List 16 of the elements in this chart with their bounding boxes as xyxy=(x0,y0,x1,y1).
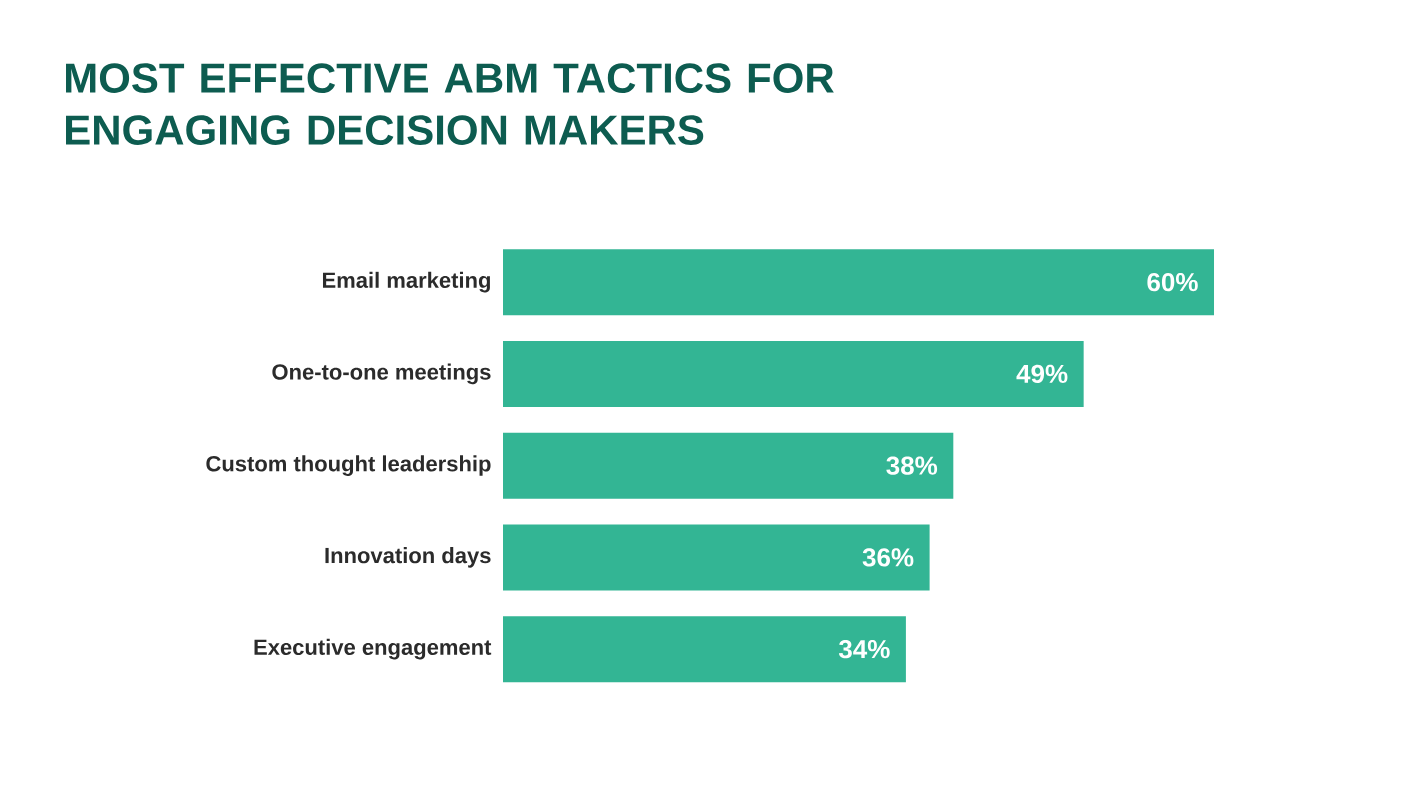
data-label: 60% xyxy=(1147,272,1198,292)
data-label: 34% xyxy=(838,639,890,659)
data-label: 36% xyxy=(862,548,914,567)
bar xyxy=(503,524,930,591)
bar xyxy=(503,340,1084,407)
data-label: 49% xyxy=(1016,364,1068,384)
bar xyxy=(503,616,906,683)
bar xyxy=(503,249,1215,316)
y-tick-label: Custom thought leadership xyxy=(206,455,491,476)
data-label: 38% xyxy=(886,456,938,475)
y-tick-label: Email marketing xyxy=(322,271,490,293)
y-tick-label: Executive engagement xyxy=(254,638,492,660)
chart-title: MOST EFFECTIVE ABM TACTICS FOR ENGAGING DECISION MAKERS xyxy=(66,63,834,145)
y-tick-label: One-to-one meetings xyxy=(272,363,491,385)
y-tick-label: Innovation days xyxy=(325,547,491,568)
bar xyxy=(503,432,954,499)
